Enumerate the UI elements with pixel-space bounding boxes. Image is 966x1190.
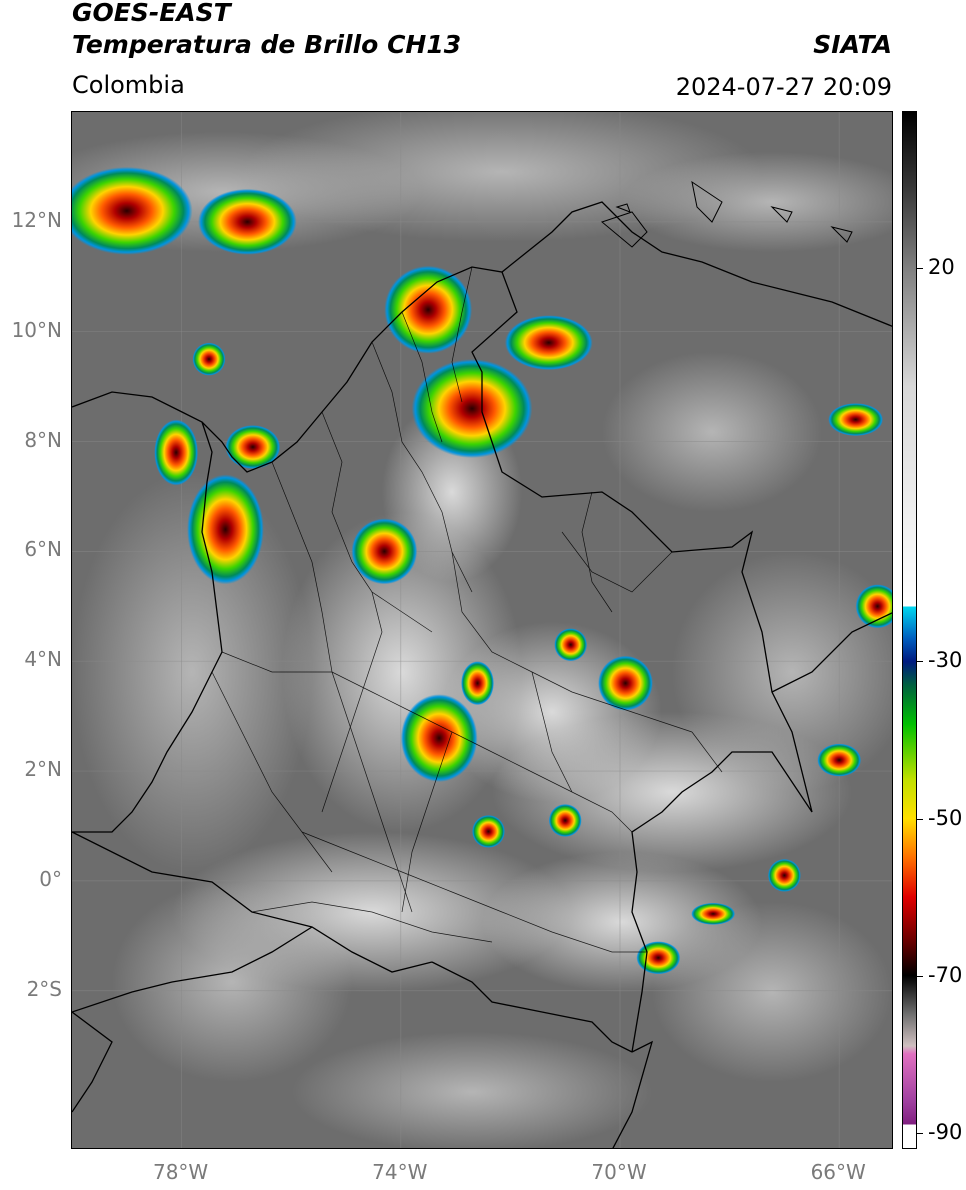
colorbar-label: 20 xyxy=(928,255,955,280)
convective-cells xyxy=(72,166,892,975)
storm-cell-19 xyxy=(548,804,582,837)
colorbar-label: -30 xyxy=(928,648,963,673)
colorbar-tick xyxy=(917,976,923,977)
department-borders xyxy=(211,266,723,953)
coastline-ecuador xyxy=(72,1011,113,1113)
longitude-label: 78°W xyxy=(152,1160,209,1184)
organization-name: SIATA xyxy=(813,30,892,59)
border-colombia-brazil xyxy=(631,751,813,1053)
latitude-label: 12°N xyxy=(11,207,62,232)
storm-cell-0 xyxy=(72,166,193,255)
cloud-field xyxy=(72,112,892,1148)
latitude-label: 2°N xyxy=(24,757,62,782)
storm-cell-21 xyxy=(636,941,681,975)
latitude-label: 6°N xyxy=(24,537,62,562)
storm-cell-9 xyxy=(351,518,418,585)
border-ecuador-peru xyxy=(72,926,313,1013)
coastline-pacific xyxy=(72,421,223,833)
colorbar-tick xyxy=(917,661,923,663)
map-canvas xyxy=(72,112,892,1148)
storm-cell-2 xyxy=(384,265,473,354)
border-colombia-peru xyxy=(431,961,633,1053)
border-peru-brazil xyxy=(612,1040,654,1148)
storm-cell-14 xyxy=(817,743,862,777)
storm-cell-11 xyxy=(461,661,494,706)
storm-cell-7 xyxy=(225,425,281,469)
storm-cell-8 xyxy=(187,474,264,585)
storm-cell-3 xyxy=(411,359,533,458)
border-venezuela-guyana xyxy=(771,612,892,693)
storm-cell-4 xyxy=(504,315,593,371)
product-title: Temperatura de Brillo CH13 xyxy=(72,30,462,59)
island-outlines xyxy=(600,180,853,248)
storm-cell-5 xyxy=(192,342,226,376)
colorbar-tick xyxy=(917,268,923,270)
timestamp: 2024-07-27 20:09 xyxy=(675,73,892,101)
longitude-label: 70°W xyxy=(591,1160,647,1184)
latitude-label: 2°S xyxy=(26,976,62,1001)
colorbar xyxy=(902,111,917,1149)
storm-cell-18 xyxy=(691,902,736,925)
storm-cell-16 xyxy=(828,403,884,437)
satellite-name: GOES-EAST xyxy=(72,0,231,27)
latitude-label: 4°N xyxy=(24,647,62,672)
storm-cell-13 xyxy=(598,655,653,711)
colorbar-label: -70 xyxy=(928,963,963,987)
colorbar-label: -90 xyxy=(928,1120,963,1145)
colorbar-tick xyxy=(917,1133,923,1135)
latitude-label: 8°N xyxy=(24,427,62,452)
region-name: Colombia xyxy=(72,71,185,99)
colorbar-label: -50 xyxy=(928,805,963,830)
storm-cell-1 xyxy=(198,188,297,255)
country-borders xyxy=(72,201,892,1148)
border-colombia-venezuela xyxy=(471,271,813,813)
longitude-label: 74°W xyxy=(372,1160,428,1184)
storm-cell-12 xyxy=(554,628,588,662)
storm-cell-6 xyxy=(154,419,199,486)
border-colombia-ecuador xyxy=(72,831,433,973)
coastline-caribbean xyxy=(72,201,892,473)
latitude-label: 0° xyxy=(39,866,62,891)
storm-cell-20 xyxy=(472,814,505,848)
longitude-label: 66°W xyxy=(810,1160,866,1184)
colorbar-tick xyxy=(917,818,923,820)
latitude-label: 10°N xyxy=(11,317,62,342)
satellite-map xyxy=(71,111,893,1149)
storm-cell-17 xyxy=(767,858,801,892)
storm-cell-10 xyxy=(400,694,478,783)
